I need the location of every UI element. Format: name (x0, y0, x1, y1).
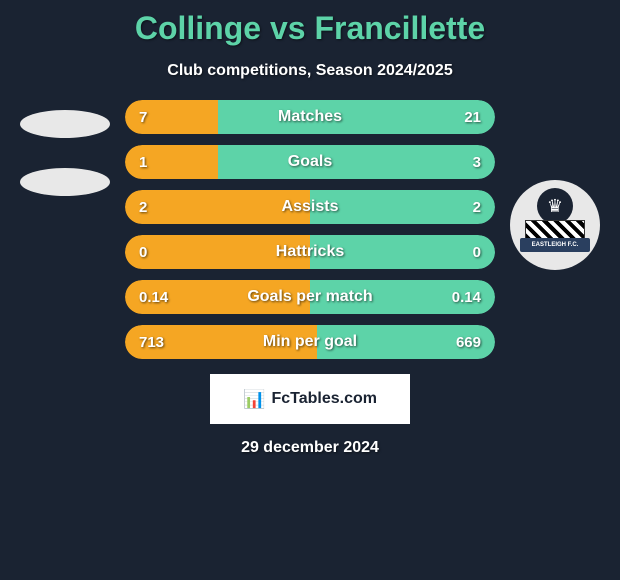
source-logo-text: FcTables.com (271, 390, 377, 408)
badge-pattern (525, 220, 585, 240)
main-area: Matches 7 21 Goals 1 3 Assists 2 2 Hattricks 0 0 Goa… (0, 100, 620, 359)
stat-bar: Hattricks 0 0 (125, 235, 495, 269)
stat-label: Goals (288, 153, 332, 171)
club-badge-placeholder (20, 168, 110, 196)
stat-label: Matches (278, 108, 342, 126)
stat-value-right: 0 (473, 244, 481, 261)
stat-value-right: 2 (473, 199, 481, 216)
page-title: Collinge vs Francillette (0, 0, 620, 47)
infographic-container: Collinge vs Francillette Club competitio… (0, 0, 620, 457)
stat-bar-right-fill (218, 145, 496, 179)
stat-label: Goals per match (247, 288, 372, 306)
badge-banner-text: EASTLEIGH F.C. (520, 238, 590, 252)
stat-label: Min per goal (263, 333, 357, 351)
stat-value-left: 2 (139, 199, 147, 216)
stat-value-right: 21 (464, 109, 481, 126)
right-avatar-column: ♛ EASTLEIGH F.C. (500, 100, 610, 270)
stat-bar: Goals 1 3 (125, 145, 495, 179)
source-logo: 📊 FcTables.com (210, 374, 410, 424)
stat-bar: Min per goal 713 669 (125, 325, 495, 359)
player-avatar-placeholder (20, 110, 110, 138)
chart-icon: 📊 (243, 389, 265, 410)
stat-value-right: 0.14 (452, 289, 481, 306)
badge-crown-icon: ♛ (537, 188, 573, 224)
stat-value-left: 713 (139, 334, 164, 351)
page-subtitle: Club competitions, Season 2024/2025 (0, 62, 620, 80)
stat-bar: Matches 7 21 (125, 100, 495, 134)
stat-label: Hattricks (276, 243, 344, 261)
stat-value-right: 3 (473, 154, 481, 171)
stat-value-right: 669 (456, 334, 481, 351)
stat-value-left: 0.14 (139, 289, 168, 306)
stat-bar-right-fill (218, 100, 496, 134)
stat-label: Assists (282, 198, 339, 216)
date-text: 29 december 2024 (0, 439, 620, 457)
stat-bar: Goals per match 0.14 0.14 (125, 280, 495, 314)
stat-bar: Assists 2 2 (125, 190, 495, 224)
stat-value-left: 0 (139, 244, 147, 261)
stats-column: Matches 7 21 Goals 1 3 Assists 2 2 Hattricks 0 0 Goa… (120, 100, 500, 359)
badge-crest: ♛ EASTLEIGH F.C. (520, 190, 590, 260)
club-badge: ♛ EASTLEIGH F.C. (510, 180, 600, 270)
left-avatar-column (10, 100, 120, 196)
stat-value-left: 1 (139, 154, 147, 171)
stat-value-left: 7 (139, 109, 147, 126)
